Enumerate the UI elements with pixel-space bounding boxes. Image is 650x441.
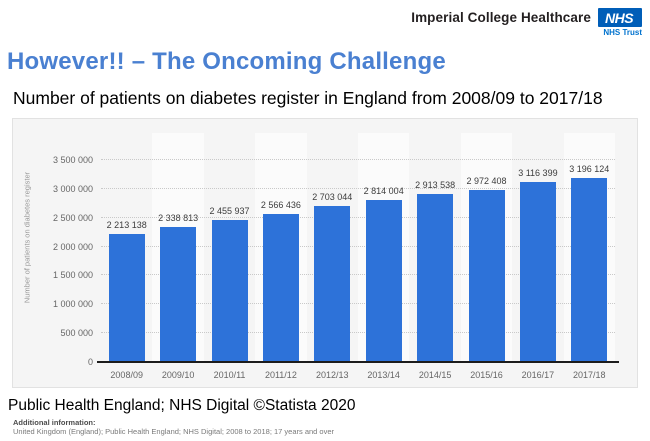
additional-info-label: Additional information: [13, 418, 96, 427]
gridline [101, 303, 615, 305]
bar [468, 190, 505, 362]
bar-value-label: 2 566 436 [260, 199, 301, 210]
y-tick-label: 3 500 000 [52, 155, 93, 165]
x-tick-label: 2012/13 [316, 370, 349, 380]
additional-info-text: United Kingdom (England); Public Health … [13, 427, 335, 436]
nhs-logo-text: NHS [604, 9, 634, 26]
gridline [101, 332, 615, 334]
bar-value-label: 2 814 004 [363, 185, 404, 196]
chart-subtitle: Number of patients on diabetes register … [13, 88, 603, 108]
chart-plot-area: 2 213 138 2008/09 2 338 813 2009/10 2 455 93… [97, 133, 619, 380]
nhs-trust-label: NHS Trust [603, 28, 642, 37]
chart-card: Number of patients on diabetes register … [12, 118, 638, 388]
bar-value-label: 2 972 408 [466, 176, 507, 187]
x-tick-label: 2009/10 [161, 370, 195, 380]
bar [314, 206, 351, 362]
bar [160, 227, 197, 362]
x-tick-label: 2008/09 [110, 370, 143, 380]
bar [262, 213, 299, 362]
y-tick-label: 2 000 000 [52, 241, 93, 252]
bar-value-label: 2 455 937 [209, 206, 250, 217]
y-tick-label: 3 000 000 [52, 183, 93, 194]
bar [519, 182, 556, 362]
y-tick-label: 0 [87, 357, 93, 367]
bar [108, 234, 145, 362]
bar-value-label: 2 913 538 [415, 179, 456, 190]
bar [417, 193, 454, 362]
bar-value-label: 2 213 138 [106, 220, 147, 231]
y-tick-label: 2 500 000 [52, 212, 93, 223]
bar-value-label: 2 338 813 [158, 213, 199, 224]
x-tick-label: 2017/18 [573, 370, 606, 380]
bar-value-label: 3 196 124 [569, 163, 610, 174]
x-tick-label: 2015/16 [470, 370, 503, 380]
gridline [101, 245, 615, 247]
page-title: However!! – The Oncoming Challenge [7, 48, 446, 75]
y-tick-label: 500 000 [60, 328, 93, 339]
x-tick-label: 2014/15 [418, 370, 452, 380]
y-axis-ticks: 3 500 000 3 000 000 2 500 000 2 000 000 1 50… [13, 133, 93, 367]
gridline [101, 274, 615, 276]
gridline [101, 159, 615, 160]
x-tick-label: 2010/11 [213, 370, 246, 380]
bar [365, 199, 402, 362]
y-tick-label: 1 500 000 [52, 270, 93, 281]
bar [571, 177, 608, 362]
x-tick-label: 2016/17 [521, 370, 555, 380]
bar-value-label: 3 116 399 [518, 168, 558, 179]
gridline [101, 216, 615, 218]
source-attribution: Public Health England; NHS Digital ©Stat… [8, 397, 356, 414]
gridline [101, 187, 615, 189]
bar-value-label: 2 703 044 [312, 192, 353, 202]
nhs-logo-icon: NHS [598, 8, 642, 27]
y-tick-label: 1 000 000 [52, 299, 93, 310]
x-tick-label: 2011/12 [264, 370, 297, 380]
x-axis-line [97, 361, 619, 363]
x-tick-label: 2013/14 [367, 370, 400, 380]
org-name: Imperial College Healthcare [411, 10, 591, 25]
bar [211, 220, 248, 362]
